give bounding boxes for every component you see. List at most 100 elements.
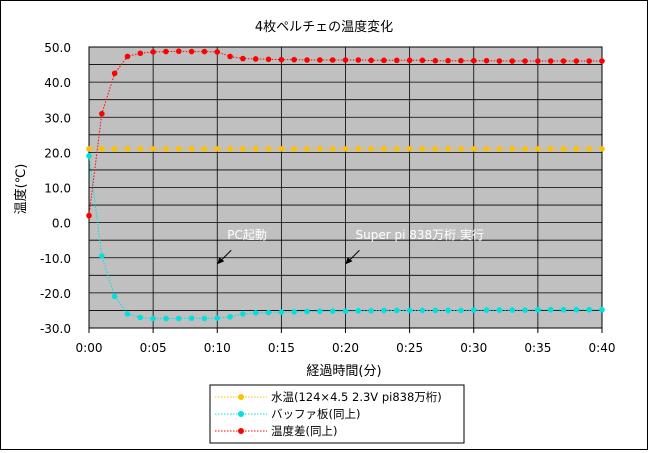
series-2-point <box>342 308 349 314</box>
legend-label-2: バッファ板(同上) <box>271 407 360 421</box>
series-3-point <box>175 48 182 55</box>
series-2-point <box>586 306 592 313</box>
y-tick-label: -10.0 <box>40 252 71 266</box>
series-3-point <box>599 58 605 64</box>
series-3-point <box>304 57 310 63</box>
series-3-point <box>124 53 131 60</box>
series-group <box>86 48 605 322</box>
series-1-point <box>201 146 208 152</box>
series-2-point <box>573 306 580 313</box>
series-1-point <box>432 146 439 152</box>
series-1-point <box>99 146 105 152</box>
series-1-point <box>252 146 259 152</box>
series-2-point <box>240 311 246 317</box>
series-3-point <box>355 57 362 63</box>
series-3-point <box>458 57 464 64</box>
legend-label-1: 水温(124×4.5 2.3V pi838万桁) <box>271 390 442 404</box>
series-1-point <box>586 146 592 152</box>
y-tick-label: 30.0 <box>44 111 71 125</box>
series-2-point <box>535 306 541 313</box>
legend: 水温(124×4.5 2.3V pi838万桁) バッファ板(同上) 温度差(同上) <box>209 384 465 444</box>
series-2-point <box>406 307 413 314</box>
annotation-arrowhead <box>217 257 225 265</box>
series-3-point <box>368 57 374 64</box>
series-2-point <box>355 307 362 314</box>
x-tick-label: 0:30 <box>460 341 487 355</box>
x-tick-label: 0:00 <box>76 341 103 355</box>
x-tick-label: 0:40 <box>589 341 616 355</box>
series-1-point <box>368 146 374 152</box>
series-3-point <box>560 58 567 64</box>
series-2-point <box>381 307 387 314</box>
series-3-point <box>99 110 105 117</box>
series-3-point <box>445 57 451 64</box>
series-1-point <box>445 146 451 152</box>
annotation-label: Super pi 838万桁 実行 <box>356 227 484 242</box>
y-tick-label: 40.0 <box>44 76 71 90</box>
series-3-point <box>150 49 156 55</box>
series-2-point <box>124 311 131 317</box>
x-axis-ticks: 0:00 0:05 0:10 0:15 0:20 0:25 0:30 0:35 0:40 <box>76 328 616 355</box>
series-1-point <box>304 146 310 152</box>
y-tick-label: 20.0 <box>44 146 71 160</box>
y-tick-label: -20.0 <box>40 287 71 301</box>
x-tick-label: 0:25 <box>396 341 423 355</box>
series-1-point <box>188 146 195 152</box>
series-2-point <box>329 308 336 314</box>
series-1-point <box>137 146 144 152</box>
series-2-point <box>188 315 195 321</box>
legend-marker-3 <box>238 428 244 434</box>
series-2-point <box>304 308 310 315</box>
series-1-point <box>599 146 605 152</box>
series-2-point <box>522 307 528 313</box>
series-2-point <box>99 253 105 259</box>
x-tick-label: 0:20 <box>332 341 359 355</box>
series-2-point <box>278 309 285 315</box>
series-1-point <box>458 146 464 152</box>
series-3-point <box>240 55 246 62</box>
series-1-point <box>111 146 118 152</box>
series-2-point <box>445 307 451 314</box>
series-2-point <box>252 310 259 316</box>
annotations: PC起動 Super pi 838万桁 実行 <box>217 227 484 265</box>
series-2-point <box>265 309 272 316</box>
series-3-point <box>137 50 144 57</box>
series-3-point <box>252 56 259 62</box>
series-3-point <box>496 58 503 64</box>
x-tick-label: 0:10 <box>204 341 231 355</box>
annotation-arrowhead <box>345 257 353 265</box>
series-1-point <box>522 146 528 152</box>
series-1-point <box>419 146 426 152</box>
series-line-3 <box>88 50 602 216</box>
series-1-point <box>329 146 336 152</box>
series-1-point <box>406 146 413 152</box>
series-2-point <box>175 315 182 322</box>
series-2-point <box>317 308 323 314</box>
series-1-point <box>342 146 349 152</box>
y-axis-label: 温度(℃) <box>13 164 29 215</box>
series-2-point <box>291 309 298 315</box>
series-3-point <box>509 58 516 64</box>
legend-label-3: 温度差(同上) <box>271 424 337 438</box>
series-2-point <box>150 315 156 322</box>
series-3-point <box>265 56 272 63</box>
series-1-point <box>317 146 323 152</box>
series-3-point <box>227 53 233 60</box>
x-tick-label: 0:35 <box>524 341 551 355</box>
series-2-point <box>483 307 490 313</box>
y-tick-label: -30.0 <box>40 322 71 336</box>
series-1-point <box>227 146 233 152</box>
series-1-point <box>381 146 387 152</box>
series-3-point <box>86 212 92 219</box>
series-1-point <box>214 146 221 152</box>
series-3-point <box>381 57 387 64</box>
series-3-point <box>291 56 298 63</box>
series-3-point <box>470 57 477 64</box>
series-3-point <box>214 49 221 55</box>
series-1-point <box>394 146 400 152</box>
annotation-label: PC起動 <box>227 228 267 242</box>
series-3-point <box>188 48 195 55</box>
chart-title: 4枚ペルチェの温度変化 <box>255 19 393 35</box>
series-2-point <box>509 307 516 313</box>
series-2-point <box>111 293 118 300</box>
